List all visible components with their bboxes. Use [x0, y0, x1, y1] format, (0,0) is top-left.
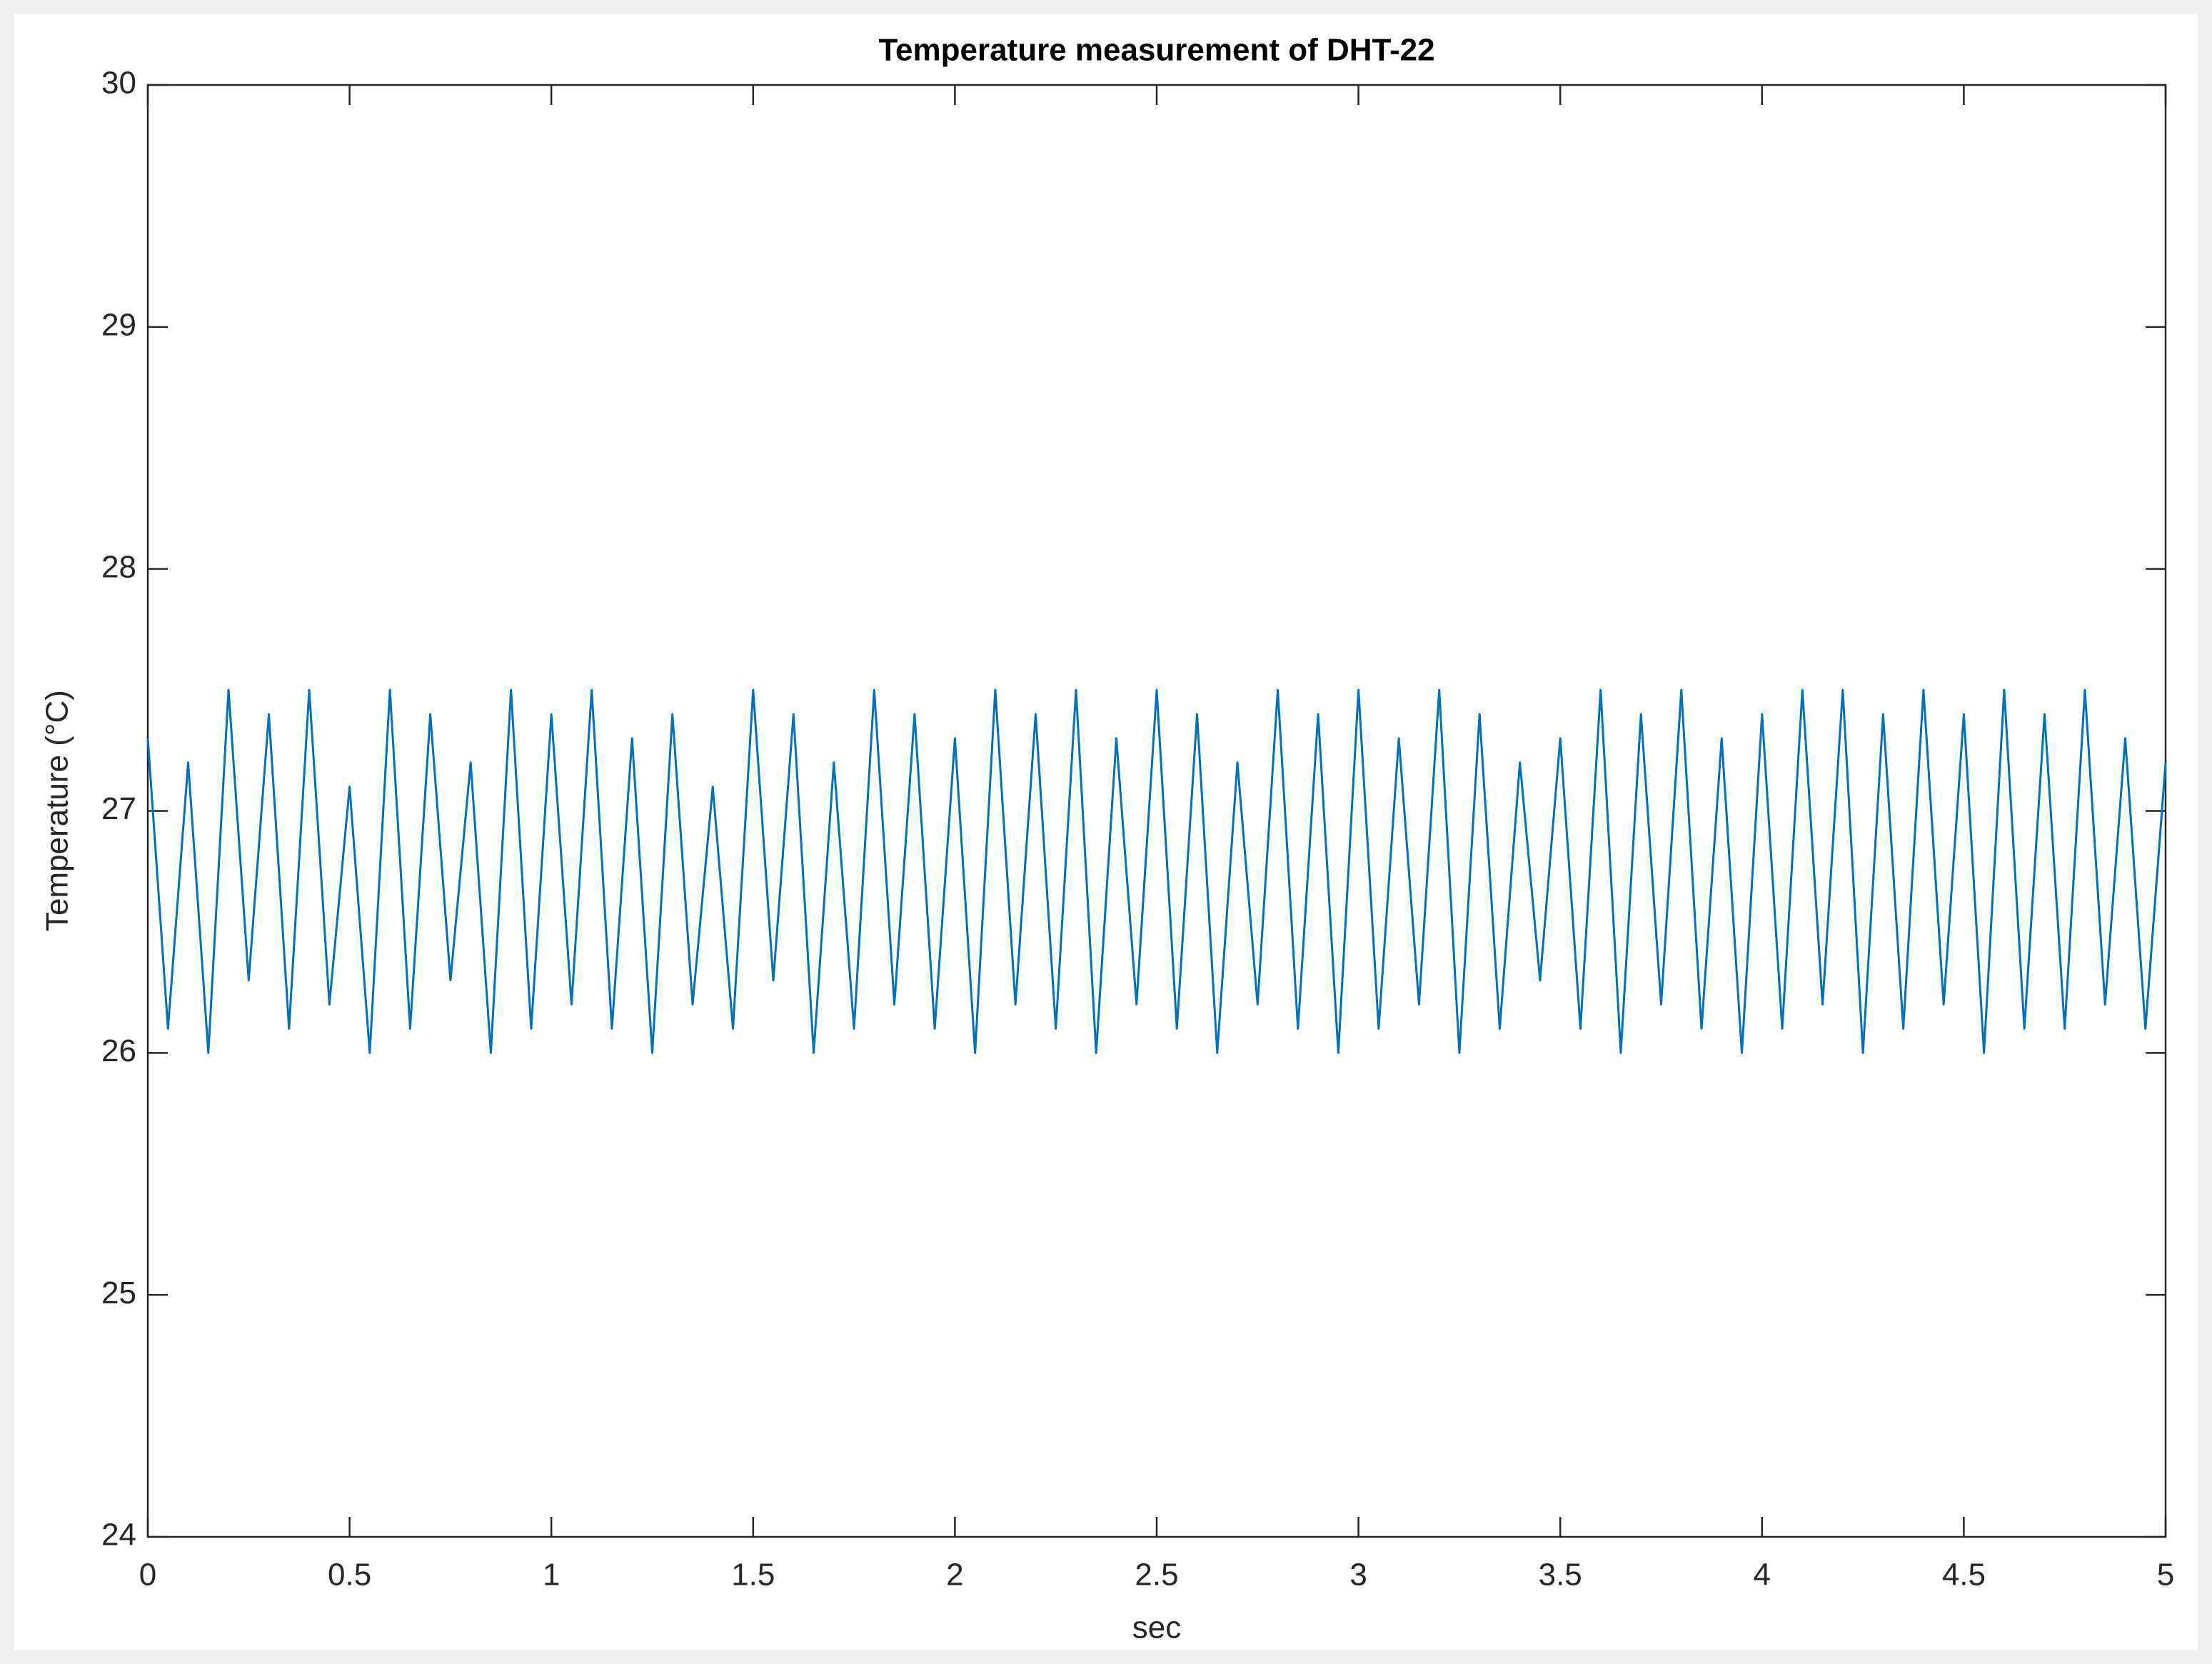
y-tick-label: 30 [101, 66, 136, 101]
y-tick-label: 27 [101, 791, 136, 826]
x-tick-label: 3 [1349, 1558, 1367, 1593]
x-tick-label: 0.5 [328, 1558, 371, 1593]
x-tick-label: 1.5 [731, 1558, 775, 1593]
y-tick-label: 26 [101, 1033, 136, 1068]
y-tick-label: 28 [101, 549, 136, 584]
x-tick-label: 3.5 [1539, 1558, 1582, 1593]
x-tick-label: 2.5 [1135, 1558, 1178, 1593]
x-tick-label: 4 [1754, 1558, 1771, 1593]
x-axis-label: sec [1132, 1610, 1181, 1645]
data-line [146, 688, 2167, 1054]
y-tick-label: 24 [101, 1518, 136, 1553]
x-tick-label: 2 [946, 1558, 963, 1593]
y-tick-label: 29 [101, 307, 136, 342]
y-tick-label: 25 [101, 1275, 136, 1310]
y-axis-label: Temperature (°C) [40, 690, 75, 931]
chart-title: Temperature measurement of DHT-22 [878, 33, 1434, 68]
x-tick-label: 4.5 [1942, 1558, 1986, 1593]
x-tick-label: 0 [139, 1558, 156, 1593]
x-tick-label: 5 [2157, 1558, 2174, 1593]
x-tick-label: 1 [543, 1558, 560, 1593]
plot-area [146, 84, 2167, 1538]
